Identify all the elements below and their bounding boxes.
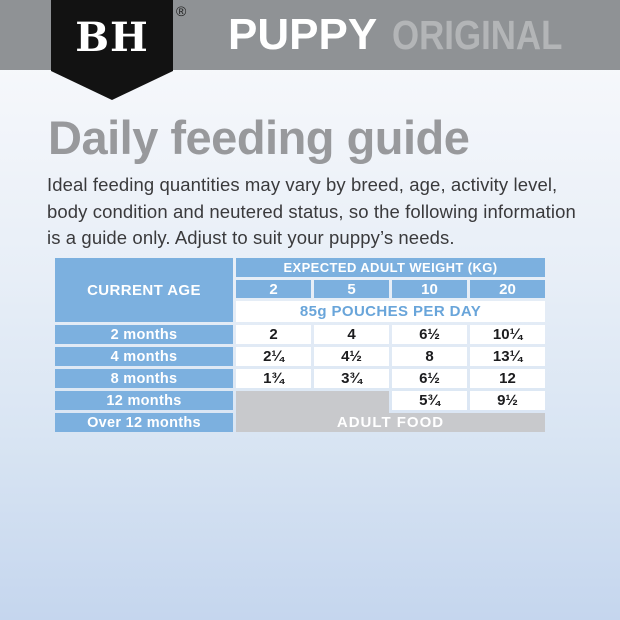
brand-logo-text: BH — [75, 14, 149, 61]
variant-name: ORIGINAL — [392, 11, 563, 58]
unit-row-cell: 85g POUCHES PER DAY — [236, 301, 545, 322]
age-cell: 4 months — [55, 347, 233, 366]
value-cell: 2 — [236, 325, 311, 344]
weight-col-header: 5 — [314, 280, 389, 298]
weight-col-header: 2 — [236, 280, 311, 298]
value-cell: 10¼ — [470, 325, 545, 344]
value-cell: 4½ — [314, 347, 389, 366]
value-cell: 6½ — [392, 325, 467, 344]
value-cell: 9½ — [470, 391, 545, 410]
value-cell: 4 — [314, 325, 389, 344]
value-cell: 3¾ — [314, 369, 389, 388]
empty-gray-cell — [236, 391, 389, 410]
table-row: Over 12 months ADULT FOOD — [55, 413, 545, 432]
table-row: 12 months 5¾ 9½ — [55, 391, 545, 410]
table-row: 8 months 1¾ 3¾ 6½ 12 — [55, 369, 545, 388]
age-cell: 2 months — [55, 325, 233, 344]
brand-logo-shield: BH — [51, 0, 173, 100]
weight-header-cell: EXPECTED ADULT WEIGHT (KG) — [236, 258, 545, 277]
value-cell: 8 — [392, 347, 467, 366]
age-cell: 8 months — [55, 369, 233, 388]
value-cell: 5¾ — [392, 391, 467, 410]
value-cell: 2¼ — [236, 347, 311, 366]
age-cell: Over 12 months — [55, 413, 233, 432]
registered-trademark-icon: ® — [176, 3, 187, 19]
value-cell: 12 — [470, 369, 545, 388]
value-cell: 1¾ — [236, 369, 311, 388]
weight-col-header: 10 — [392, 280, 467, 298]
adult-food-cell: ADULT FOOD — [236, 413, 545, 432]
weight-col-header: 20 — [470, 280, 545, 298]
corner-header-cell: CURRENT AGE — [55, 258, 233, 322]
bar-title: PUPPY ORIGINAL — [228, 0, 593, 70]
feeding-guide-table: CURRENT AGE EXPECTED ADULT WEIGHT (KG) 2… — [52, 255, 548, 435]
page-title: Daily feeding guide — [48, 111, 470, 164]
intro-paragraph: Ideal feeding quantities may vary by bre… — [47, 174, 576, 248]
table-row: 4 months 2¼ 4½ 8 13¼ — [55, 347, 545, 366]
value-cell: 6½ — [392, 369, 467, 388]
table-row: 2 months 2 4 6½ 10¼ — [55, 325, 545, 344]
value-cell: 13¼ — [470, 347, 545, 366]
product-name: PUPPY — [228, 10, 378, 59]
age-cell: 12 months — [55, 391, 233, 410]
feeding-guide-table-wrap: CURRENT AGE EXPECTED ADULT WEIGHT (KG) 2… — [52, 255, 548, 435]
